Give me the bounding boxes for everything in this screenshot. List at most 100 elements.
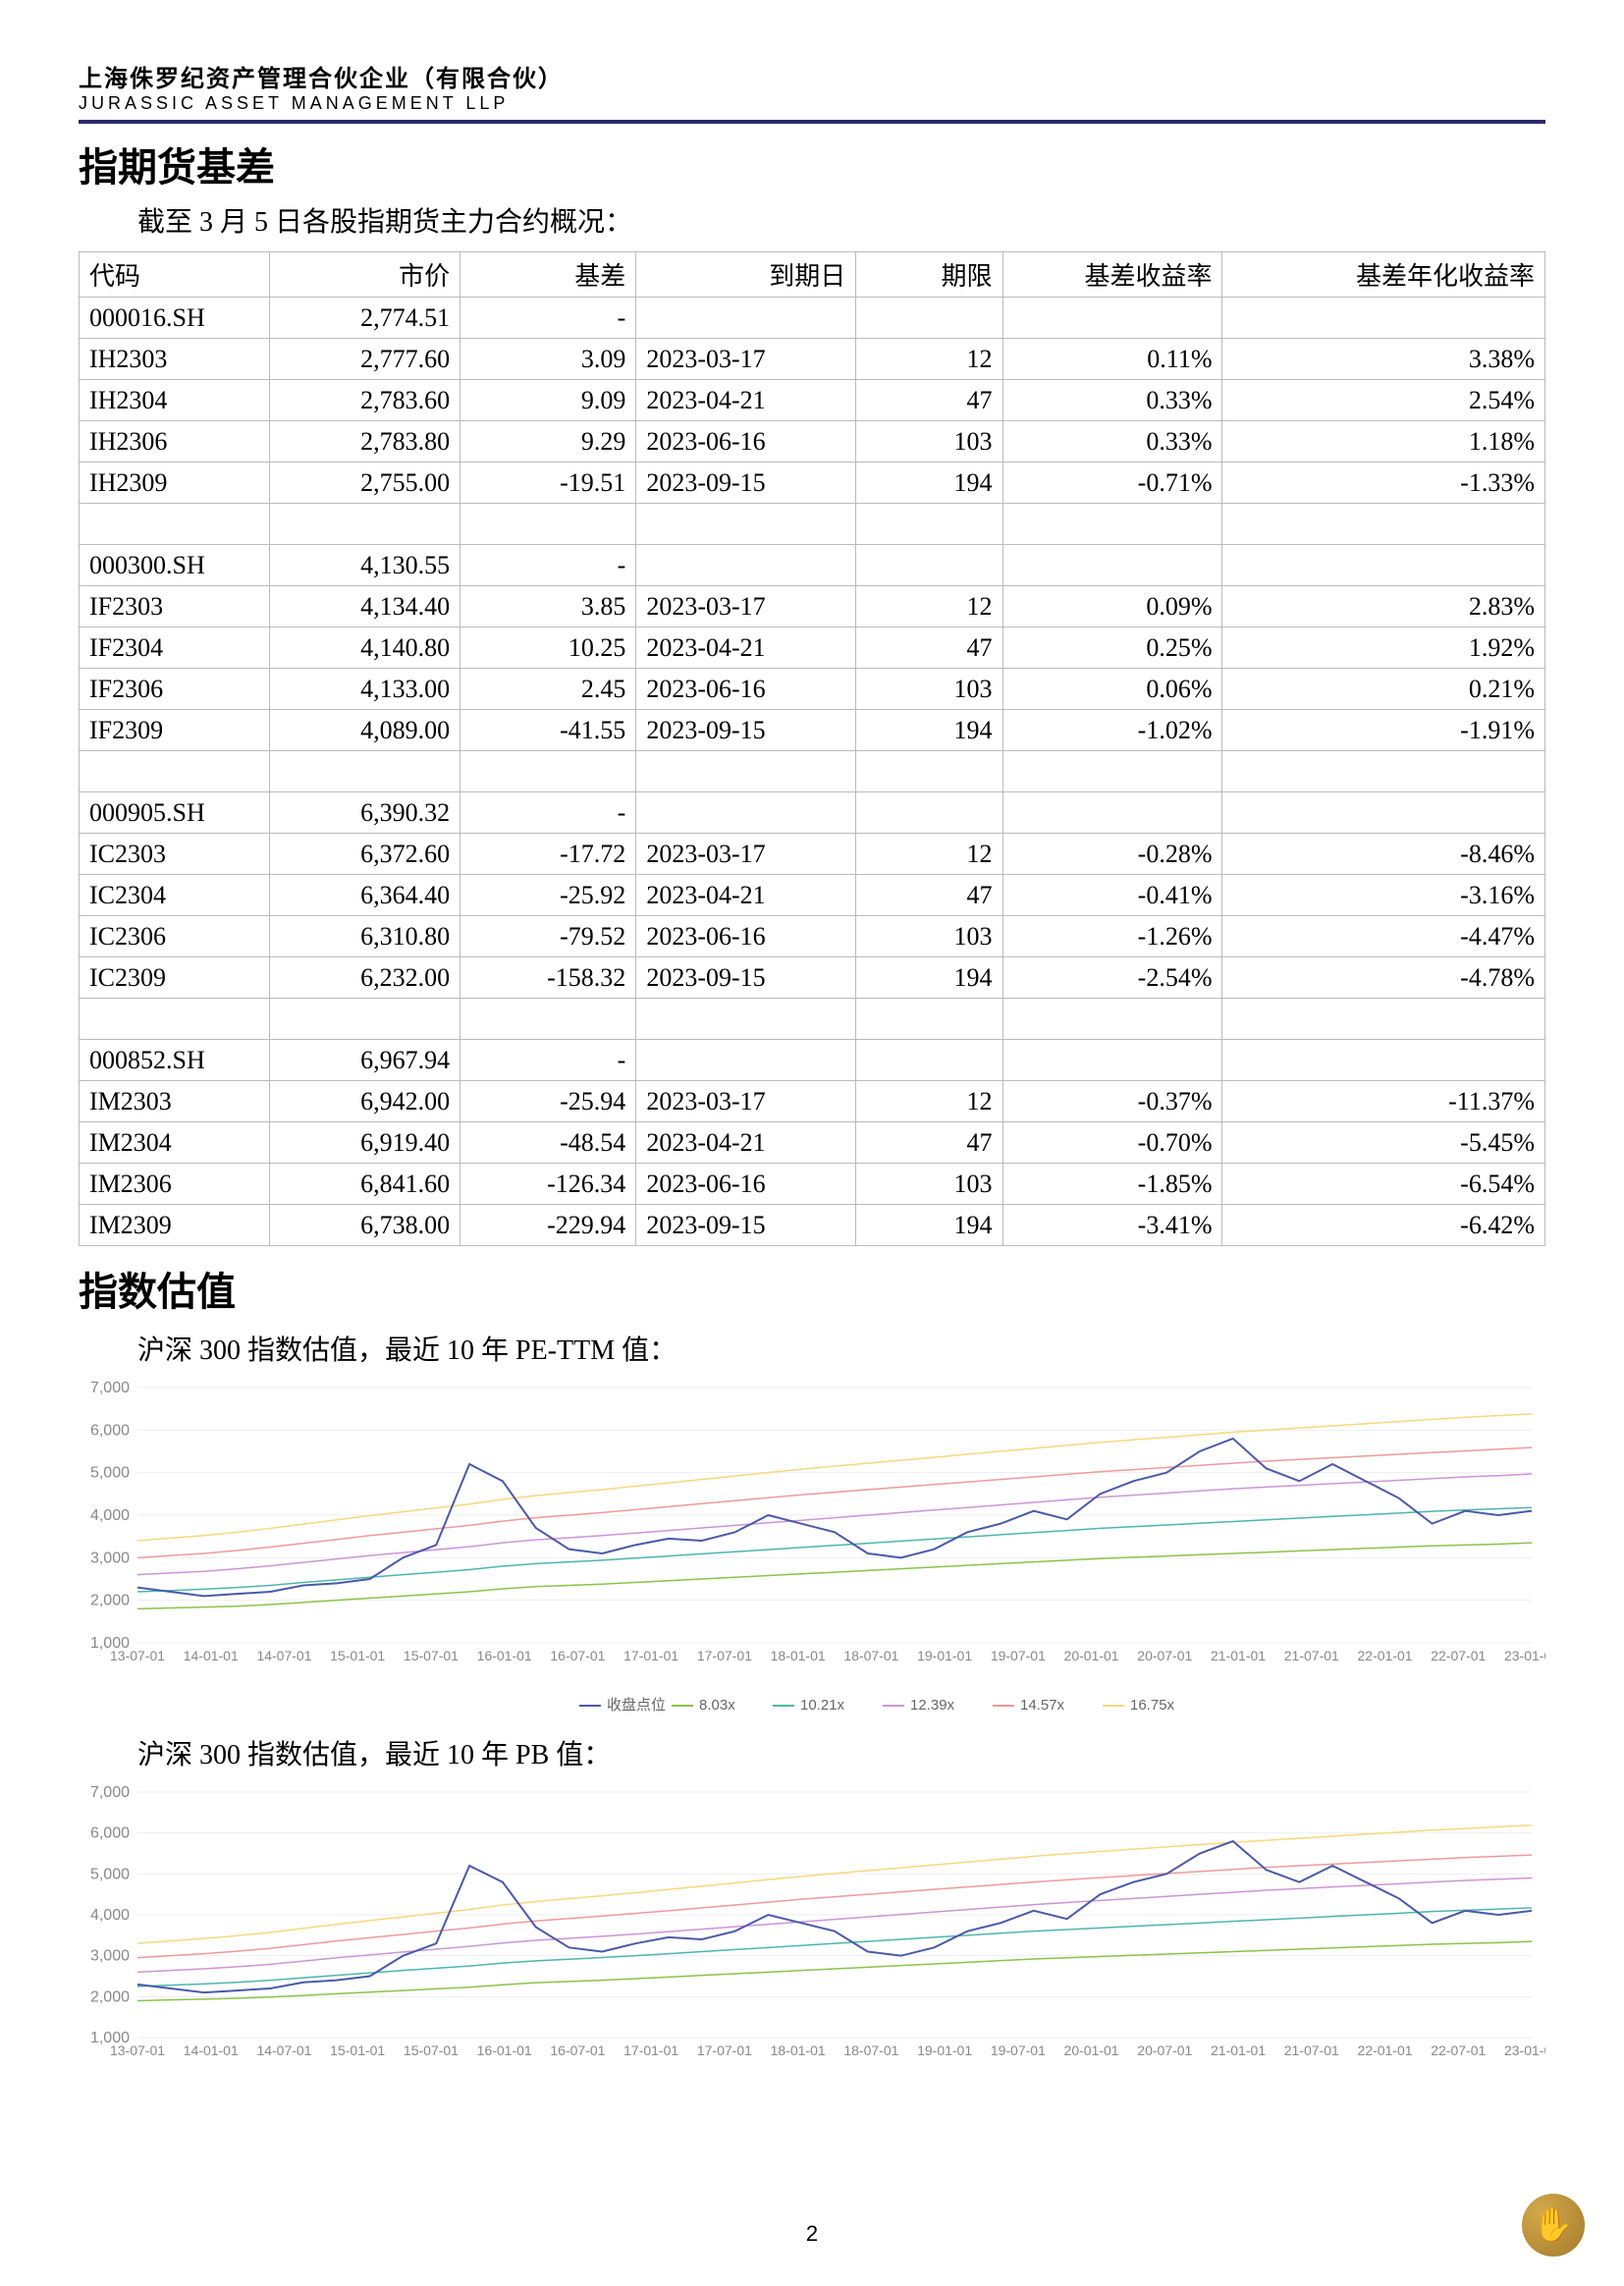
table-cell: 6,841.60 (270, 1164, 460, 1205)
section-valuation-title: 指数估值 (79, 1260, 1545, 1317)
table-row (80, 504, 1545, 545)
table-cell: IC2303 (80, 834, 270, 875)
table-header: 市价 (270, 252, 460, 298)
table-cell: 2023-04-21 (636, 380, 856, 421)
table-cell (1222, 1040, 1545, 1081)
table-cell: IM2309 (80, 1205, 270, 1246)
table-cell: -25.94 (460, 1081, 636, 1122)
svg-text:23-01-01: 23-01-01 (1504, 2042, 1545, 2058)
svg-text:16-01-01: 16-01-01 (477, 1648, 532, 1663)
svg-text:14-07-01: 14-07-01 (256, 2042, 311, 2058)
table-cell: 2,783.80 (270, 421, 460, 463)
svg-text:3,000: 3,000 (90, 1948, 130, 1965)
svg-text:14-01-01: 14-01-01 (184, 1648, 239, 1663)
svg-text:12.39x: 12.39x (910, 1697, 955, 1714)
table-cell: - (460, 545, 636, 586)
table-cell: 2023-04-21 (636, 627, 856, 669)
table-row: IF23044,140.8010.252023-04-21470.25%1.92… (80, 627, 1545, 669)
table-cell: 6,364.40 (270, 875, 460, 916)
table-header: 基差年化收益率 (1222, 252, 1545, 298)
table-cell: 12 (856, 834, 1002, 875)
table-row: IC23096,232.00-158.322023-09-15194-2.54%… (80, 957, 1545, 999)
table-cell: -48.54 (460, 1122, 636, 1164)
table-cell: 2023-06-16 (636, 421, 856, 463)
svg-text:16-01-01: 16-01-01 (477, 2042, 532, 2058)
table-header: 基差 (460, 252, 636, 298)
table-row: 000852.SH6,967.94- (80, 1040, 1545, 1081)
table-cell: 0.11% (1002, 339, 1222, 380)
svg-text:8.03x: 8.03x (699, 1697, 735, 1714)
svg-text:17-07-01: 17-07-01 (697, 2042, 752, 2058)
svg-text:收盘点位: 收盘点位 (607, 1696, 666, 1714)
table-cell (1002, 1040, 1222, 1081)
chart-pe-ttm: 1,0002,0003,0004,0005,0006,0007,00013-07… (79, 1378, 1545, 1721)
table-cell: -3.41% (1002, 1205, 1222, 1246)
table-cell: -1.26% (1002, 916, 1222, 957)
svg-text:2,000: 2,000 (90, 1593, 130, 1609)
table-cell: 6,967.94 (270, 1040, 460, 1081)
svg-text:21-07-01: 21-07-01 (1284, 1648, 1339, 1663)
table-row: IF23064,133.002.452023-06-161030.06%0.21… (80, 669, 1545, 710)
table-cell: 47 (856, 627, 1002, 669)
table-row: IM23046,919.40-48.542023-04-2147-0.70%-5… (80, 1122, 1545, 1164)
svg-text:13-07-01: 13-07-01 (110, 2042, 165, 2058)
table-cell: 2023-09-15 (636, 463, 856, 504)
svg-text:4,000: 4,000 (90, 1507, 130, 1524)
table-cell: 2,777.60 (270, 339, 460, 380)
table-cell: 0.06% (1002, 669, 1222, 710)
table-cell: -3.16% (1222, 875, 1545, 916)
svg-text:16-07-01: 16-07-01 (550, 2042, 605, 2058)
svg-text:21-07-01: 21-07-01 (1284, 2042, 1339, 2058)
corner-logo-icon: ✋ (1522, 2194, 1585, 2257)
table-cell: -5.45% (1222, 1122, 1545, 1164)
table-cell: IM2306 (80, 1164, 270, 1205)
futures-basis-table: 代码市价基差到期日期限基差收益率基差年化收益率 000016.SH2,774.5… (79, 251, 1545, 1246)
table-cell: -0.41% (1002, 875, 1222, 916)
table-cell: 103 (856, 1164, 1002, 1205)
table-cell: -8.46% (1222, 834, 1545, 875)
table-cell: 6,232.00 (270, 957, 460, 999)
table-cell (1222, 792, 1545, 834)
svg-text:22-01-01: 22-01-01 (1358, 1648, 1413, 1663)
table-cell: 9.09 (460, 380, 636, 421)
table-cell: 0.09% (1002, 586, 1222, 627)
table-cell: 12 (856, 586, 1002, 627)
svg-text:17-01-01: 17-01-01 (623, 2042, 678, 2058)
table-cell (1002, 792, 1222, 834)
table-cell: 2,774.51 (270, 298, 460, 339)
table-cell: -41.55 (460, 710, 636, 751)
table-cell: 3.38% (1222, 339, 1545, 380)
table-row: IM23036,942.00-25.942023-03-1712-0.37%-1… (80, 1081, 1545, 1122)
table-cell: 2023-04-21 (636, 1122, 856, 1164)
table-cell: 4,133.00 (270, 669, 460, 710)
table-cell: 194 (856, 710, 1002, 751)
table-cell: -17.72 (460, 834, 636, 875)
table-cell: 47 (856, 875, 1002, 916)
svg-text:5,000: 5,000 (90, 1866, 130, 1882)
table-row: IF23094,089.00-41.552023-09-15194-1.02%-… (80, 710, 1545, 751)
table-cell: 2023-03-17 (636, 834, 856, 875)
svg-text:5,000: 5,000 (90, 1465, 130, 1482)
svg-text:17-07-01: 17-07-01 (697, 1648, 752, 1663)
table-cell: -0.70% (1002, 1122, 1222, 1164)
svg-text:15-01-01: 15-01-01 (330, 1648, 385, 1663)
table-cell: 2023-06-16 (636, 916, 856, 957)
table-cell: -1.85% (1002, 1164, 1222, 1205)
table-cell (856, 792, 1002, 834)
table-cell: IM2303 (80, 1081, 270, 1122)
svg-text:20-07-01: 20-07-01 (1137, 2042, 1192, 2058)
company-name-cn: 上海侏罗纪资产管理合伙企业（有限合伙） (79, 59, 1545, 93)
table-cell: 2023-09-15 (636, 957, 856, 999)
table-row: IC23036,372.60-17.722023-03-1712-0.28%-8… (80, 834, 1545, 875)
svg-text:15-07-01: 15-07-01 (404, 2042, 459, 2058)
table-cell: 103 (856, 916, 1002, 957)
table-cell: 0.25% (1002, 627, 1222, 669)
table-cell: -4.47% (1222, 916, 1545, 957)
table-cell: -229.94 (460, 1205, 636, 1246)
table-cell: IF2309 (80, 710, 270, 751)
svg-text:13-07-01: 13-07-01 (110, 1648, 165, 1663)
table-cell: 4,140.80 (270, 627, 460, 669)
svg-text:4,000: 4,000 (90, 1907, 130, 1924)
table-cell (1002, 545, 1222, 586)
section-futures-basis-title: 指期货基差 (79, 136, 1545, 192)
